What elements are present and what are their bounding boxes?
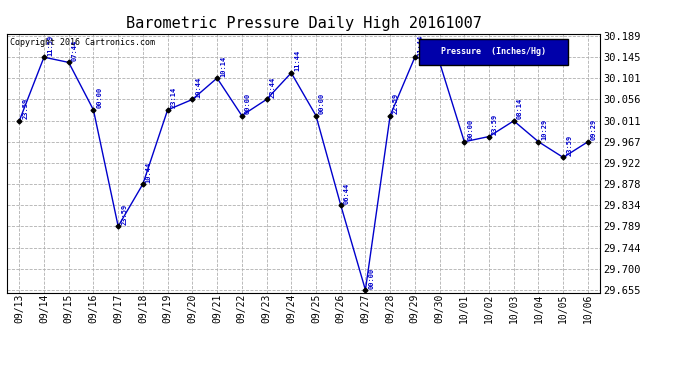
Text: 00:00: 00:00 [97,87,102,108]
Text: 23:14: 23:14 [170,87,177,108]
Text: 08:14: 08:14 [517,98,523,119]
Text: 00:00: 00:00 [442,40,448,61]
Text: 23:59: 23:59 [566,135,572,156]
Text: 10:44: 10:44 [146,161,152,183]
Text: 23:44: 23:44 [270,77,275,98]
Text: 11:44: 11:44 [418,34,424,56]
Text: 23:59: 23:59 [121,204,127,225]
Text: 23:59: 23:59 [492,114,498,135]
Text: 06:44: 06:44 [344,182,350,204]
Text: 10:29: 10:29 [542,119,547,140]
Text: 00:00: 00:00 [368,267,375,288]
Text: 23:59: 23:59 [22,98,28,119]
Text: Copyright 2016 Cartronics.com: Copyright 2016 Cartronics.com [10,38,155,46]
Text: 11:44: 11:44 [294,50,300,72]
Text: 07:44: 07:44 [72,40,78,61]
Text: 00:00: 00:00 [245,93,250,114]
Text: 10:14: 10:14 [220,56,226,76]
Text: 00:00: 00:00 [467,119,473,140]
Text: 09:29: 09:29 [591,119,597,140]
Text: 10:44: 10:44 [195,77,201,98]
FancyBboxPatch shape [420,39,568,65]
Text: 00:00: 00:00 [319,93,325,114]
Text: 22:59: 22:59 [393,93,399,114]
Text: 11:59: 11:59 [47,34,53,56]
Title: Barometric Pressure Daily High 20161007: Barometric Pressure Daily High 20161007 [126,16,482,31]
Text: Pressure  (Inches/Hg): Pressure (Inches/Hg) [441,47,546,56]
